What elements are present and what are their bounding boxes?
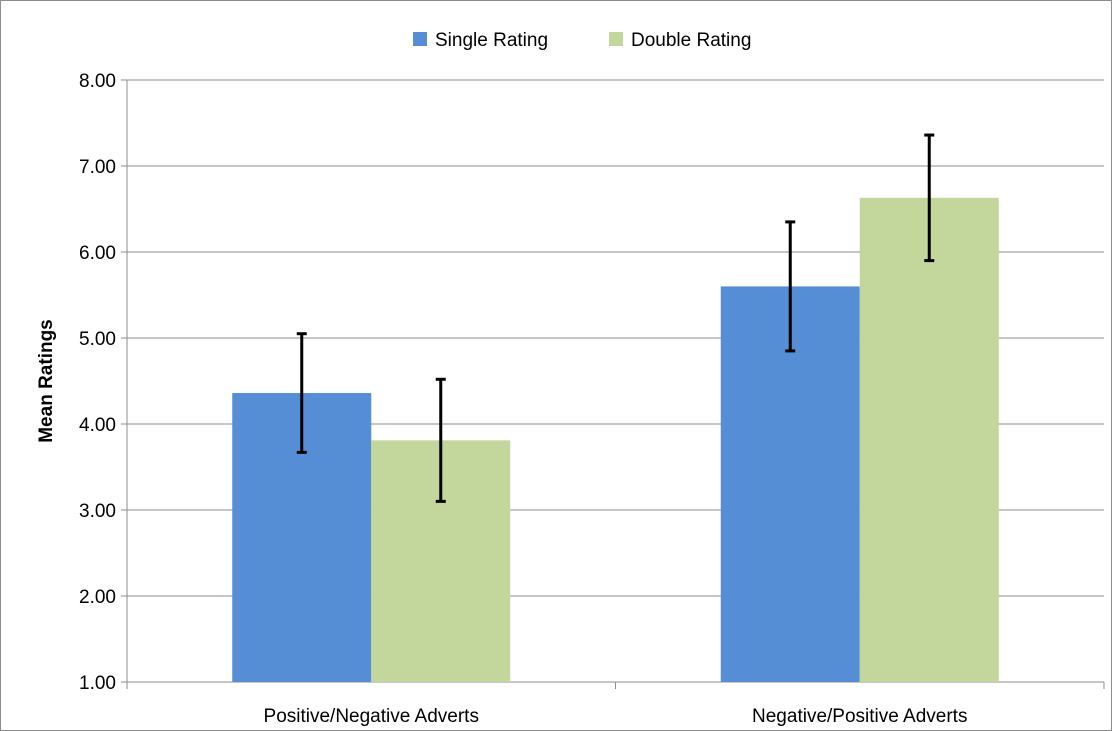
legend-label: Double Rating [631, 30, 751, 51]
y-axis-title: Mean Ratings [36, 319, 57, 443]
legend-swatch [609, 32, 623, 46]
y-tick-label: 7.00 [79, 157, 116, 178]
x-category-label: Positive/Negative Adverts [264, 706, 479, 727]
bar-double-rating [859, 197, 999, 682]
y-tick-label: 2.00 [79, 587, 116, 608]
y-tick-label: 4.00 [79, 415, 116, 436]
y-tick-label: 6.00 [79, 243, 116, 264]
legend-label: Single Rating [435, 30, 548, 51]
y-tick-label: 1.00 [79, 673, 116, 694]
y-tick-label: 8.00 [79, 71, 116, 92]
x-category-labels: Positive/Negative Adverts Negative/Positi… [264, 706, 968, 727]
legend-swatch [413, 32, 427, 46]
error-bars [296, 133, 935, 503]
bars [232, 197, 999, 682]
x-category-label: Negative/Positive Adverts [752, 706, 967, 727]
y-tick-label: 5.00 [79, 329, 116, 350]
legend: Single Rating Double Rating [413, 30, 751, 51]
y-tick-label: 3.00 [79, 501, 116, 522]
y-tick-labels: 1.00 2.00 3.00 4.00 5.00 6.00 7.00 8.00 [79, 71, 116, 694]
